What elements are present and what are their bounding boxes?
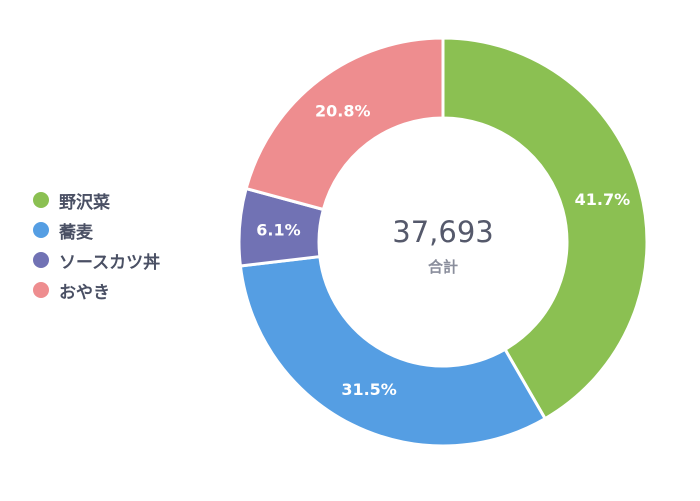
legend-swatch — [33, 192, 49, 208]
legend-item[interactable]: おやき — [33, 279, 160, 303]
legend-label: おやき — [59, 282, 110, 303]
legend-label: 野沢菜 — [59, 192, 110, 213]
donut-slices — [237, 36, 649, 448]
donut-slice[interactable] — [244, 36, 445, 212]
legend-label: 蕎麦 — [59, 222, 93, 243]
slice-percent-label: 41.7% — [575, 190, 631, 209]
legend-swatch — [33, 252, 49, 268]
slice-percent-label: 20.8% — [315, 101, 371, 120]
donut-slice[interactable] — [238, 254, 548, 448]
legend-item[interactable]: 野沢菜 — [33, 189, 160, 213]
legend-swatch — [33, 282, 49, 298]
donut-slice[interactable] — [441, 36, 649, 421]
legend-swatch — [33, 222, 49, 238]
center-total-value: 37,693 — [392, 215, 493, 249]
legend-item[interactable]: 蕎麦 — [33, 219, 160, 243]
legend-label: ソースカツ丼 — [59, 252, 161, 273]
center-total-caption: 合計 — [427, 258, 458, 276]
slice-labels: 41.7% 31.5% 6.1% 20.8% — [256, 101, 630, 399]
legend: 野沢菜 蕎麦 ソースカツ丼 おやき — [33, 189, 161, 303]
legend-item[interactable]: ソースカツ丼 — [33, 249, 161, 273]
slice-percent-label: 6.1% — [256, 220, 300, 239]
slice-percent-label: 31.5% — [341, 380, 397, 399]
